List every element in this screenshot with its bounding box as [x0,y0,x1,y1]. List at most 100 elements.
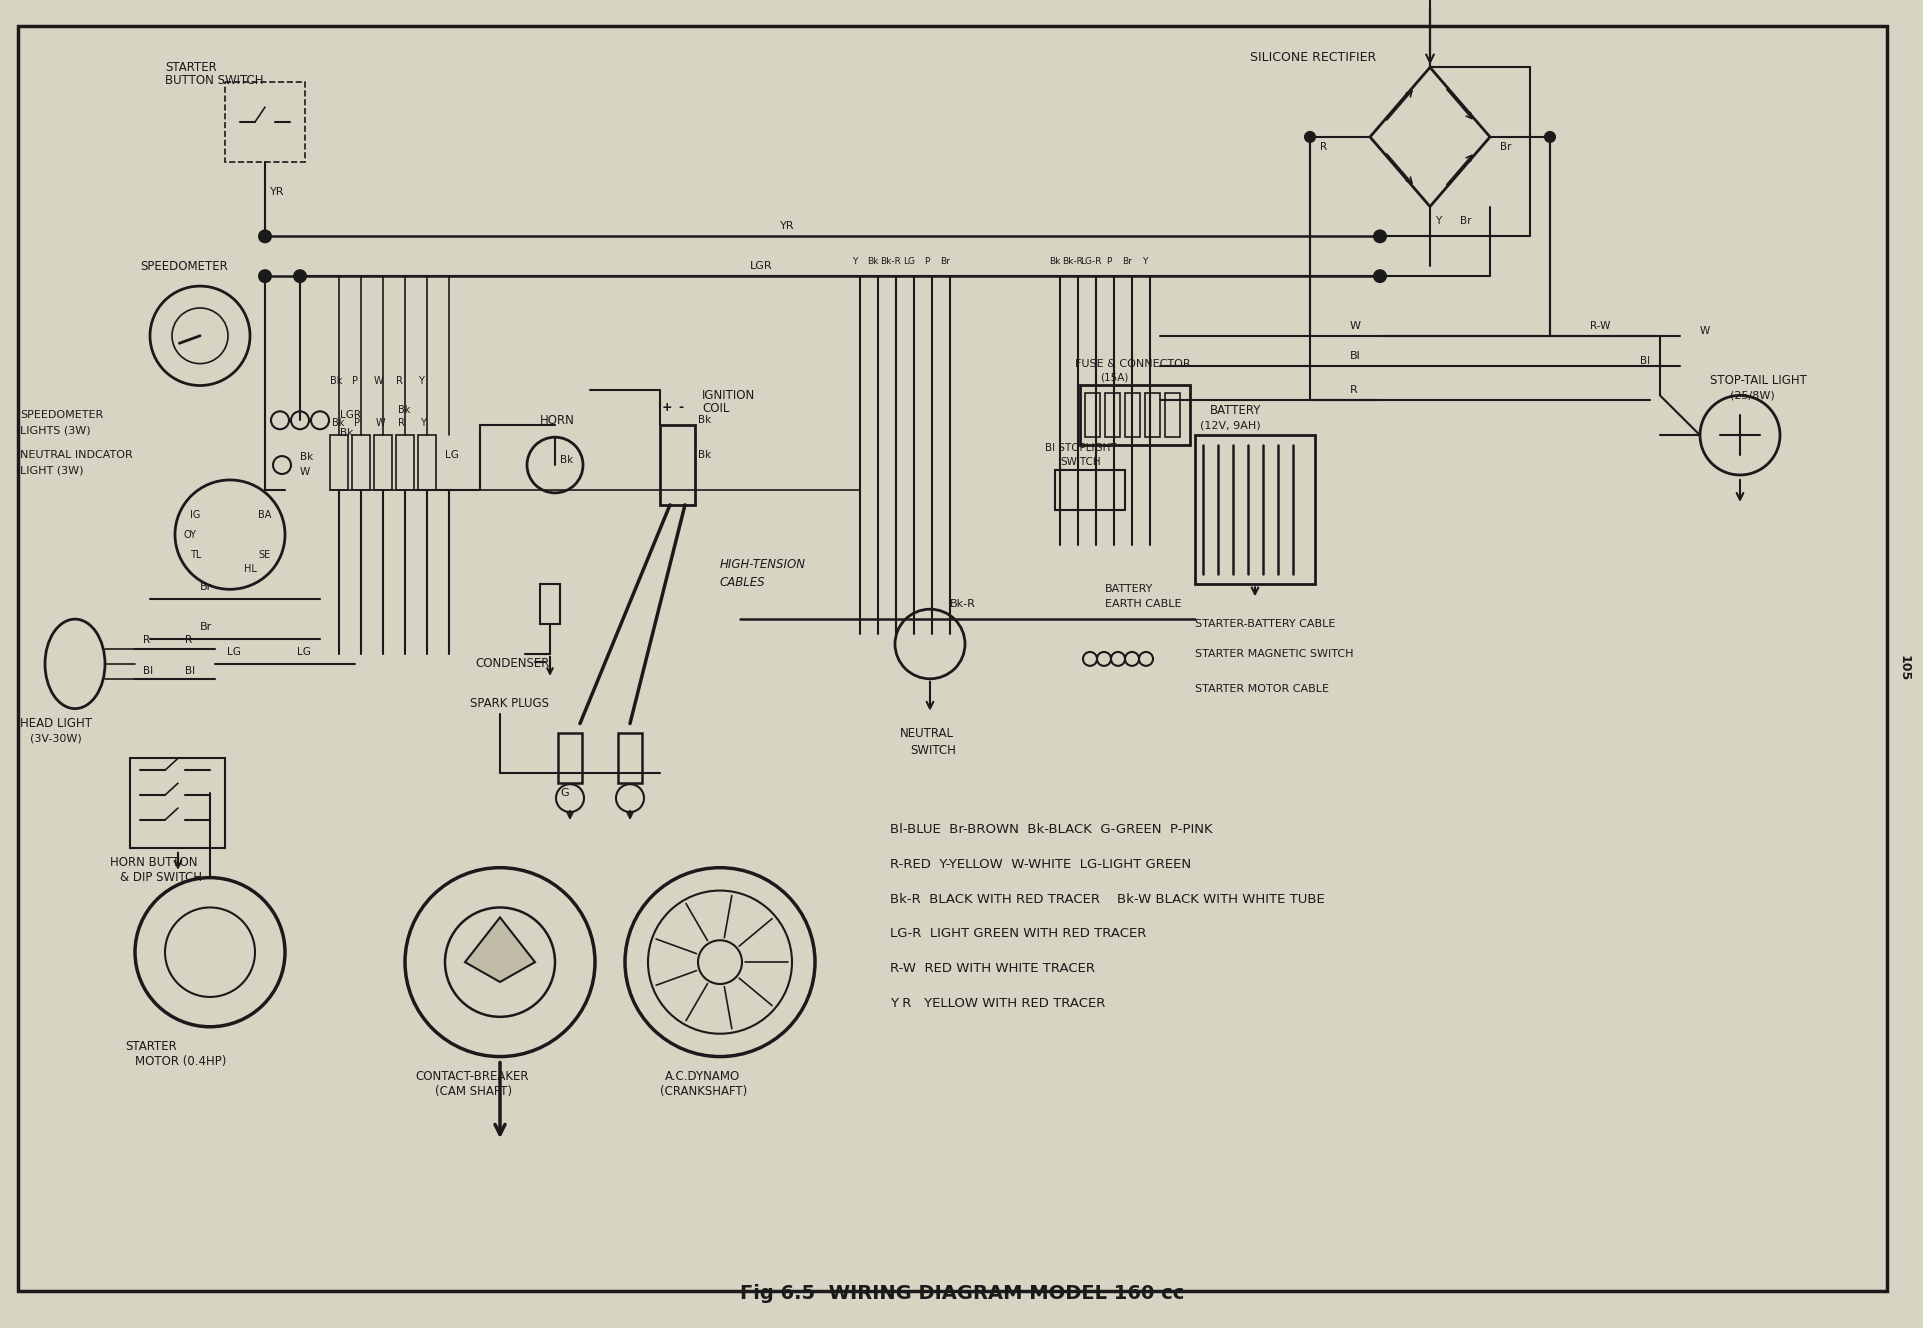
Circle shape [1544,131,1554,142]
Text: R: R [396,376,402,385]
Circle shape [258,230,271,243]
Bar [1104,393,1119,437]
Circle shape [258,270,271,283]
Text: G: G [560,788,569,798]
Bar [352,436,369,490]
Text: W: W [375,418,385,428]
Text: BUTTON SWITCH: BUTTON SWITCH [165,74,263,86]
Text: LG-R  LIGHT GREEN WITH RED TRACER: LG-R LIGHT GREEN WITH RED TRACER [890,927,1146,940]
Text: (CRANKSHAFT): (CRANKSHAFT) [660,1085,746,1098]
Text: STARTER MAGNETIC SWITCH: STARTER MAGNETIC SWITCH [1194,649,1352,659]
Text: P: P [352,376,358,385]
Text: Br: Br [940,256,950,266]
Text: Bk: Bk [560,456,573,465]
Text: IGNITION: IGNITION [702,389,756,402]
Polygon shape [465,918,535,981]
Circle shape [292,270,308,283]
Bar [540,584,560,624]
Text: P: P [923,256,929,266]
Text: Y: Y [1142,256,1148,266]
Circle shape [1304,131,1313,142]
Text: IG: IG [190,510,200,519]
Text: TL: TL [190,550,200,559]
Text: STOP-TAIL LIGHT: STOP-TAIL LIGHT [1710,374,1806,386]
Text: W: W [300,467,310,477]
Circle shape [1373,230,1386,243]
Text: (3V-30W): (3V-30W) [31,733,81,744]
Text: Bk: Bk [331,376,342,385]
Bar [417,436,437,490]
Text: SWITCH: SWITCH [910,744,956,757]
Text: STARTER-BATTERY CABLE: STARTER-BATTERY CABLE [1194,619,1335,629]
Text: Bk: Bk [698,450,712,459]
Text: W: W [373,376,383,385]
Text: CONDENSER: CONDENSER [475,657,550,671]
Text: SPEEDOMETER: SPEEDOMETER [140,260,227,272]
Text: Bl-BLUE  Br-BROWN  Bk-BLACK  G-GREEN  P-PINK: Bl-BLUE Br-BROWN Bk-BLACK G-GREEN P-PINK [890,823,1211,835]
Text: Bk: Bk [1048,256,1060,266]
Bar [617,733,642,784]
Bar [396,436,413,490]
Text: LG: LG [902,256,915,266]
Circle shape [1373,270,1386,283]
Text: Bk: Bk [698,416,712,425]
Text: MOTOR (0.4HP): MOTOR (0.4HP) [135,1054,227,1068]
Text: BATTERY: BATTERY [1210,404,1261,417]
Bar [225,82,306,162]
Text: OY: OY [183,530,196,539]
Text: 105: 105 [1896,655,1910,681]
Text: Bl: Bl [1350,351,1360,361]
Text: SILICONE RECTIFIER: SILICONE RECTIFIER [1250,50,1375,64]
Text: R-W: R-W [1588,321,1610,331]
Text: LIGHTS (3W): LIGHTS (3W) [19,425,90,436]
Text: HORN: HORN [540,414,575,426]
Text: YR: YR [269,187,285,197]
Text: & DIP SWITCH: & DIP SWITCH [119,871,202,884]
Text: Bk: Bk [333,418,344,428]
Text: STARTER MOTOR CABLE: STARTER MOTOR CABLE [1194,684,1329,693]
Text: LG: LG [444,450,460,459]
Bar [1054,470,1125,510]
Bar [373,436,392,490]
Text: LG: LG [296,647,312,657]
Text: Bl STOPLIGHT: Bl STOPLIGHT [1044,444,1115,453]
Text: (CAM SHAFT): (CAM SHAFT) [435,1085,512,1098]
Text: HORN BUTTON: HORN BUTTON [110,857,198,870]
Text: LG: LG [227,647,240,657]
Text: NEUTRAL: NEUTRAL [900,726,954,740]
Text: SE: SE [258,550,271,559]
Text: Y: Y [417,376,423,385]
Bar [1144,393,1160,437]
Text: YR: YR [779,222,794,231]
Bar [660,425,694,505]
Text: R: R [142,635,150,645]
Text: A.C.DYNAMO: A.C.DYNAMO [665,1070,740,1082]
Text: (15A): (15A) [1100,373,1127,382]
Text: Y: Y [852,256,858,266]
Text: Bk-R: Bk-R [950,599,975,610]
Text: Bl: Bl [142,665,154,676]
Text: Bk: Bk [398,405,410,416]
Text: HEAD LIGHT: HEAD LIGHT [19,717,92,730]
Bar [1125,393,1140,437]
Text: R: R [398,418,404,428]
Text: Bl: Bl [185,665,194,676]
Text: COIL: COIL [702,402,729,414]
Text: Y R   YELLOW WITH RED TRACER: Y R YELLOW WITH RED TRACER [890,997,1106,1009]
Text: CONTACT-BREAKER: CONTACT-BREAKER [415,1070,529,1082]
Text: LIGHT (3W): LIGHT (3W) [19,465,83,475]
Text: Br: Br [1460,216,1471,227]
Text: Bk: Bk [867,256,879,266]
Text: R: R [1319,142,1327,151]
Text: P: P [354,418,360,428]
Text: R-RED  Y-YELLOW  W-WHITE  LG-LIGHT GREEN: R-RED Y-YELLOW W-WHITE LG-LIGHT GREEN [890,858,1190,871]
Text: SWITCH: SWITCH [1060,457,1100,467]
Text: NEUTRAL INDCATOR: NEUTRAL INDCATOR [19,450,133,459]
Text: P: P [1106,256,1111,266]
Text: Fig 6.5  WIRING DIAGRAM MODEL 160 cc: Fig 6.5 WIRING DIAGRAM MODEL 160 cc [740,1284,1183,1303]
Bar [558,733,581,784]
Text: Br: Br [1121,256,1131,266]
Text: +: + [662,401,673,414]
Text: Y: Y [1435,216,1440,227]
Bar [1165,393,1179,437]
